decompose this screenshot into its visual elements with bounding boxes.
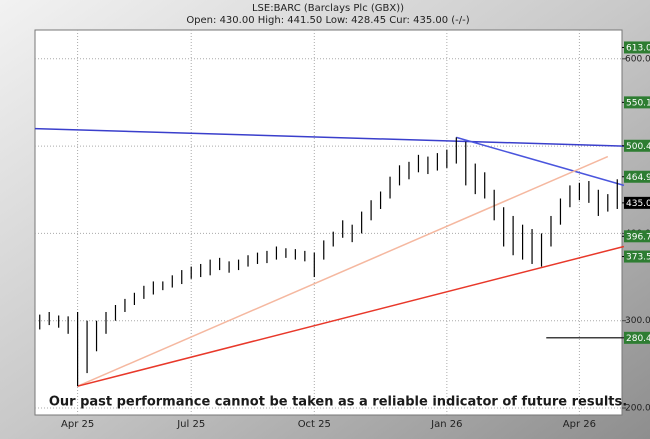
- x-tick-label: Apr 26: [563, 419, 596, 430]
- chart-subtitle: Open: 430.00 High: 441.50 Low: 428.45 Cu…: [186, 15, 469, 26]
- level-label: 280.4: [626, 334, 650, 344]
- level-box: [624, 139, 650, 152]
- level-label: 396.7: [626, 232, 650, 242]
- level-box: [624, 41, 650, 54]
- trend-line: [77, 245, 625, 387]
- level-box: [624, 250, 650, 263]
- x-tick-label: Apr 25: [61, 419, 94, 430]
- y-tick-label: 200.0: [625, 404, 650, 414]
- level-box: [624, 331, 650, 344]
- level-box: [624, 96, 650, 109]
- y-tick-label: 600.0: [625, 54, 650, 64]
- level-label: 464.9: [626, 173, 650, 183]
- y-tick-label: 300.0: [625, 316, 650, 326]
- x-tick-label: Jan 26: [430, 419, 462, 430]
- disclaimer: Our past performance cannot be taken as …: [49, 395, 627, 410]
- trend-line: [77, 155, 609, 387]
- level-label: 550.1: [626, 98, 650, 108]
- level-label: 435.0: [626, 199, 650, 209]
- chart-title: LSE:BARC (Barclays Plc (GBX)): [252, 3, 404, 14]
- x-tick-label: Jul 25: [176, 419, 205, 430]
- level-box: [624, 196, 650, 209]
- x-tick-label: Oct 25: [298, 419, 331, 430]
- trend-line: [34, 127, 624, 147]
- level-box: [624, 170, 650, 183]
- level-label: 373.5: [626, 253, 650, 263]
- level-label: 500.4: [626, 142, 650, 152]
- trend-line: [456, 136, 625, 187]
- plot-area: [34, 29, 623, 416]
- level-label: 613.0: [626, 43, 650, 53]
- level-box: [624, 230, 650, 243]
